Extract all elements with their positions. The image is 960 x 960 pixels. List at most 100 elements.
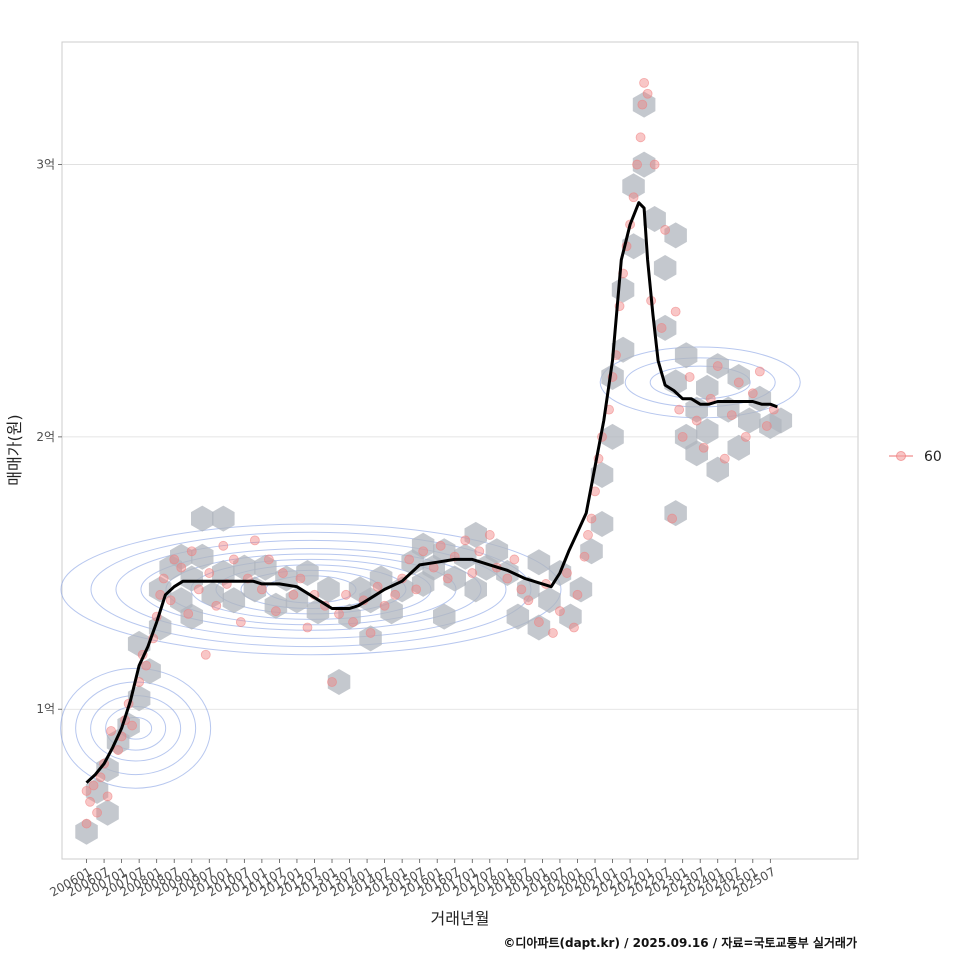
hexbin-cell (170, 543, 193, 570)
data-point (691, 415, 702, 426)
legend-label: 60 (924, 449, 942, 465)
data-point (193, 584, 204, 595)
hexbin-cell (369, 565, 393, 592)
density-contour (60, 667, 212, 789)
data-point (509, 554, 520, 565)
plot-panel (61, 41, 859, 860)
hexbin-cell (569, 576, 593, 603)
hexbin-cell (338, 603, 361, 630)
data-point (632, 159, 642, 170)
hexbin-cell (222, 587, 246, 614)
data-point (667, 513, 678, 524)
hexbin-cell (643, 206, 666, 232)
data-point (249, 535, 260, 546)
data-point (165, 595, 176, 606)
data-point (92, 807, 102, 818)
y-axis-ticks: 1억 2억 3억 (36, 158, 62, 716)
data-point (635, 132, 646, 143)
data-point (639, 77, 649, 88)
x-axis-title: 거래년월 (431, 909, 490, 928)
data-point (186, 546, 197, 557)
data-point (674, 404, 685, 415)
hexbin-cell (653, 255, 677, 281)
hexbin-cell (464, 521, 487, 548)
hexbin-cell (380, 598, 403, 625)
hexbin-cell (285, 587, 309, 614)
hexbin-cell (580, 538, 603, 565)
hexbin-cell (443, 565, 466, 592)
hexbin-cell (296, 560, 319, 586)
data-point (169, 554, 180, 565)
data-point (334, 609, 344, 619)
hexbin-cell (96, 756, 119, 783)
y-tick-label: 3억 (36, 158, 55, 172)
hexbin-cell (717, 396, 740, 423)
hexbin-cell (212, 505, 235, 532)
density-contour (60, 523, 562, 656)
data-point (390, 589, 401, 600)
data-point (404, 554, 415, 565)
data-point (460, 535, 471, 546)
data-point (754, 366, 765, 377)
hexbin-cell (538, 587, 561, 614)
hexbin-cell (727, 364, 750, 390)
data-point (474, 546, 485, 557)
hexbin-cell (485, 538, 509, 565)
hexbin-cell (601, 364, 624, 390)
trend-line-layer (85, 201, 778, 784)
data-point (204, 568, 215, 578)
data-point (365, 628, 376, 638)
data-point (548, 628, 558, 638)
hexbin-cell (622, 173, 645, 200)
data-point (176, 562, 187, 573)
data-point (81, 786, 92, 796)
data-point (411, 584, 422, 595)
hexbin-cell (622, 233, 645, 260)
hexbin-cell (359, 625, 382, 652)
hexbin-cell (212, 560, 235, 586)
data-point (263, 554, 274, 565)
hexbin-cell (317, 576, 340, 603)
hexbin-cell (590, 511, 614, 537)
data-point (435, 540, 446, 551)
hexbin-cell (696, 418, 719, 445)
data-point (102, 791, 113, 802)
y-axis-title: 매매가(원) (5, 414, 24, 485)
scatter-points (81, 77, 779, 829)
hexbin-cell (138, 658, 161, 685)
hexbin-cell (674, 342, 698, 369)
data-point (660, 225, 671, 235)
hexbin-cell (433, 603, 456, 630)
data-point (81, 818, 92, 829)
hexbin-cell (611, 276, 635, 303)
hexbin-cell (96, 799, 119, 826)
y-tick-label: 2억 (36, 430, 55, 444)
panel-border (61, 41, 859, 860)
data-point (113, 745, 124, 755)
data-point (740, 431, 751, 442)
legend: 60 (889, 449, 942, 465)
data-point (484, 530, 495, 540)
hexbin-cell (464, 576, 487, 603)
data-point (712, 361, 723, 371)
data-point (642, 88, 653, 99)
data-point (288, 589, 299, 600)
data-point (200, 649, 211, 660)
data-point (302, 622, 313, 633)
data-point (726, 410, 737, 420)
data-point (327, 677, 337, 687)
data-point (677, 431, 688, 442)
data-point (579, 551, 590, 562)
hexbin-cell (527, 549, 551, 576)
grid-lines (62, 164, 858, 710)
data-point (719, 453, 730, 464)
data-point (467, 568, 478, 578)
legend-point-swatch (896, 451, 906, 461)
data-point (586, 513, 597, 524)
hexbin-cell (738, 407, 761, 434)
hexbin-cell (411, 532, 435, 559)
hexbin-cell (527, 614, 551, 641)
data-point (341, 589, 351, 600)
data-point (649, 159, 660, 170)
